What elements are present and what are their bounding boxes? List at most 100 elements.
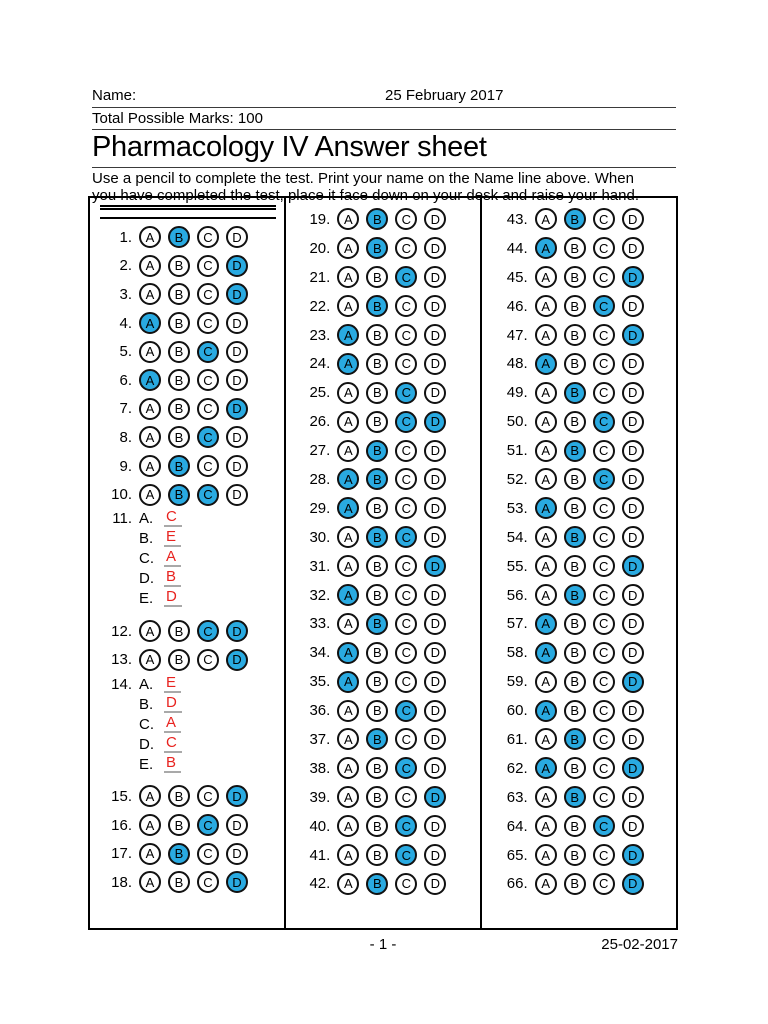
bubble-option-b-filled[interactable]: B [366, 612, 389, 635]
bubble-option-c[interactable]: C [592, 728, 615, 751]
bubble-option-d-filled[interactable]: D [226, 397, 248, 420]
bubble-option-d[interactable]: D [226, 369, 248, 392]
bubble-option-d[interactable]: D [621, 612, 644, 635]
bubble-option-d[interactable]: D [424, 497, 447, 520]
bubble-option-d-filled[interactable]: D [621, 266, 644, 289]
bubble-option-c[interactable]: C [592, 872, 615, 895]
bubble-option-a-filled[interactable]: A [534, 612, 557, 635]
bubble-option-a-filled[interactable]: A [337, 468, 360, 491]
bubble-option-b[interactable]: B [563, 699, 586, 722]
bubble-option-a-filled[interactable]: A [337, 641, 360, 664]
bubble-option-b-filled[interactable]: B [563, 526, 586, 549]
bubble-option-b[interactable]: B [168, 283, 190, 306]
bubble-option-a-filled[interactable]: A [337, 670, 360, 693]
bubble-option-b[interactable]: B [563, 266, 586, 289]
bubble-option-a-filled[interactable]: A [534, 352, 557, 375]
bubble-option-c[interactable]: C [395, 439, 418, 462]
bubble-option-b[interactable]: B [168, 785, 190, 808]
bubble-option-d[interactable]: D [226, 426, 248, 449]
bubble-option-a[interactable]: A [534, 584, 557, 607]
bubble-option-d[interactable]: D [424, 872, 447, 895]
bubble-option-b-filled[interactable]: B [366, 526, 389, 549]
bubble-option-a-filled[interactable]: A [337, 352, 360, 375]
bubble-option-b-filled[interactable]: B [168, 455, 190, 478]
bubble-option-c[interactable]: C [395, 555, 418, 578]
bubble-option-a[interactable]: A [534, 815, 557, 838]
written-answer[interactable]: D [164, 589, 182, 608]
bubble-option-b-filled[interactable]: B [366, 728, 389, 751]
bubble-option-d-filled[interactable]: D [226, 620, 248, 643]
bubble-option-d[interactable]: D [424, 324, 447, 346]
bubble-option-d[interactable]: D [226, 455, 248, 478]
bubble-option-b[interactable]: B [563, 295, 586, 318]
bubble-option-b-filled[interactable]: B [366, 295, 389, 318]
bubble-option-b[interactable]: B [366, 266, 389, 289]
bubble-option-a[interactable]: A [534, 468, 557, 491]
bubble-option-c[interactable]: C [395, 324, 418, 346]
bubble-option-c-filled[interactable]: C [197, 620, 219, 643]
bubble-option-d[interactable]: D [621, 728, 644, 751]
bubble-option-c-filled[interactable]: C [197, 814, 219, 837]
bubble-option-b[interactable]: B [563, 815, 586, 838]
bubble-option-a[interactable]: A [337, 757, 360, 780]
bubble-option-a[interactable]: A [139, 254, 161, 277]
bubble-option-c[interactable]: C [197, 226, 219, 249]
bubble-option-a-filled[interactable]: A [139, 312, 161, 335]
written-answer[interactable]: B [164, 755, 182, 773]
written-answer[interactable]: A [164, 549, 182, 568]
bubble-option-c[interactable]: C [197, 369, 219, 392]
bubble-option-b-filled[interactable]: B [563, 439, 586, 462]
bubble-option-d-filled[interactable]: D [621, 324, 644, 346]
bubble-option-d[interactable]: D [424, 815, 447, 838]
bubble-option-c[interactable]: C [395, 612, 418, 635]
bubble-option-b[interactable]: B [563, 757, 586, 780]
bubble-option-b[interactable]: B [563, 237, 586, 260]
bubble-option-a[interactable]: A [337, 295, 360, 318]
bubble-option-b[interactable]: B [563, 670, 586, 693]
bubble-option-a[interactable]: A [139, 814, 161, 837]
bubble-option-c[interactable]: C [395, 641, 418, 664]
bubble-option-d[interactable]: D [621, 584, 644, 607]
bubble-option-c[interactable]: C [197, 283, 219, 306]
bubble-option-d-filled[interactable]: D [226, 254, 248, 277]
bubble-option-d[interactable]: D [424, 352, 447, 375]
bubble-option-a[interactable]: A [337, 844, 360, 867]
bubble-option-d[interactable]: D [226, 340, 248, 363]
bubble-option-b-filled[interactable]: B [563, 786, 586, 809]
bubble-option-b-filled[interactable]: B [563, 584, 586, 607]
bubble-option-c[interactable]: C [197, 648, 219, 671]
bubble-option-a-filled[interactable]: A [337, 584, 360, 607]
bubble-option-d[interactable]: D [621, 497, 644, 520]
bubble-option-a[interactable]: A [337, 612, 360, 635]
bubble-option-a-filled[interactable]: A [534, 497, 557, 520]
bubble-option-a-filled[interactable]: A [139, 369, 161, 392]
bubble-option-b[interactable]: B [563, 468, 586, 491]
bubble-option-c[interactable]: C [592, 584, 615, 607]
bubble-option-d[interactable]: D [621, 208, 644, 231]
bubble-option-d[interactable]: D [226, 814, 248, 837]
bubble-option-a[interactable]: A [337, 728, 360, 751]
bubble-option-d-filled[interactable]: D [424, 786, 447, 809]
bubble-option-c-filled[interactable]: C [395, 266, 418, 289]
bubble-option-b-filled[interactable]: B [366, 468, 389, 491]
bubble-option-c[interactable]: C [592, 324, 615, 346]
bubble-option-b[interactable]: B [563, 497, 586, 520]
bubble-option-a-filled[interactable]: A [534, 641, 557, 664]
bubble-option-b[interactable]: B [366, 670, 389, 693]
bubble-option-c[interactable]: C [395, 295, 418, 318]
bubble-option-c-filled[interactable]: C [395, 699, 418, 722]
bubble-option-d[interactable]: D [226, 483, 248, 506]
bubble-option-c-filled[interactable]: C [197, 426, 219, 449]
bubble-option-a[interactable]: A [534, 324, 557, 346]
bubble-option-a[interactable]: A [139, 648, 161, 671]
bubble-option-a[interactable]: A [534, 728, 557, 751]
bubble-option-a-filled[interactable]: A [337, 324, 360, 346]
bubble-option-d[interactable]: D [424, 699, 447, 722]
bubble-option-a[interactable]: A [139, 842, 161, 865]
bubble-option-d[interactable]: D [226, 226, 248, 249]
bubble-option-a[interactable]: A [534, 555, 557, 578]
bubble-option-b[interactable]: B [366, 352, 389, 375]
bubble-option-a-filled[interactable]: A [337, 497, 360, 520]
written-answer[interactable]: A [164, 715, 182, 733]
bubble-option-c[interactable]: C [592, 381, 615, 404]
